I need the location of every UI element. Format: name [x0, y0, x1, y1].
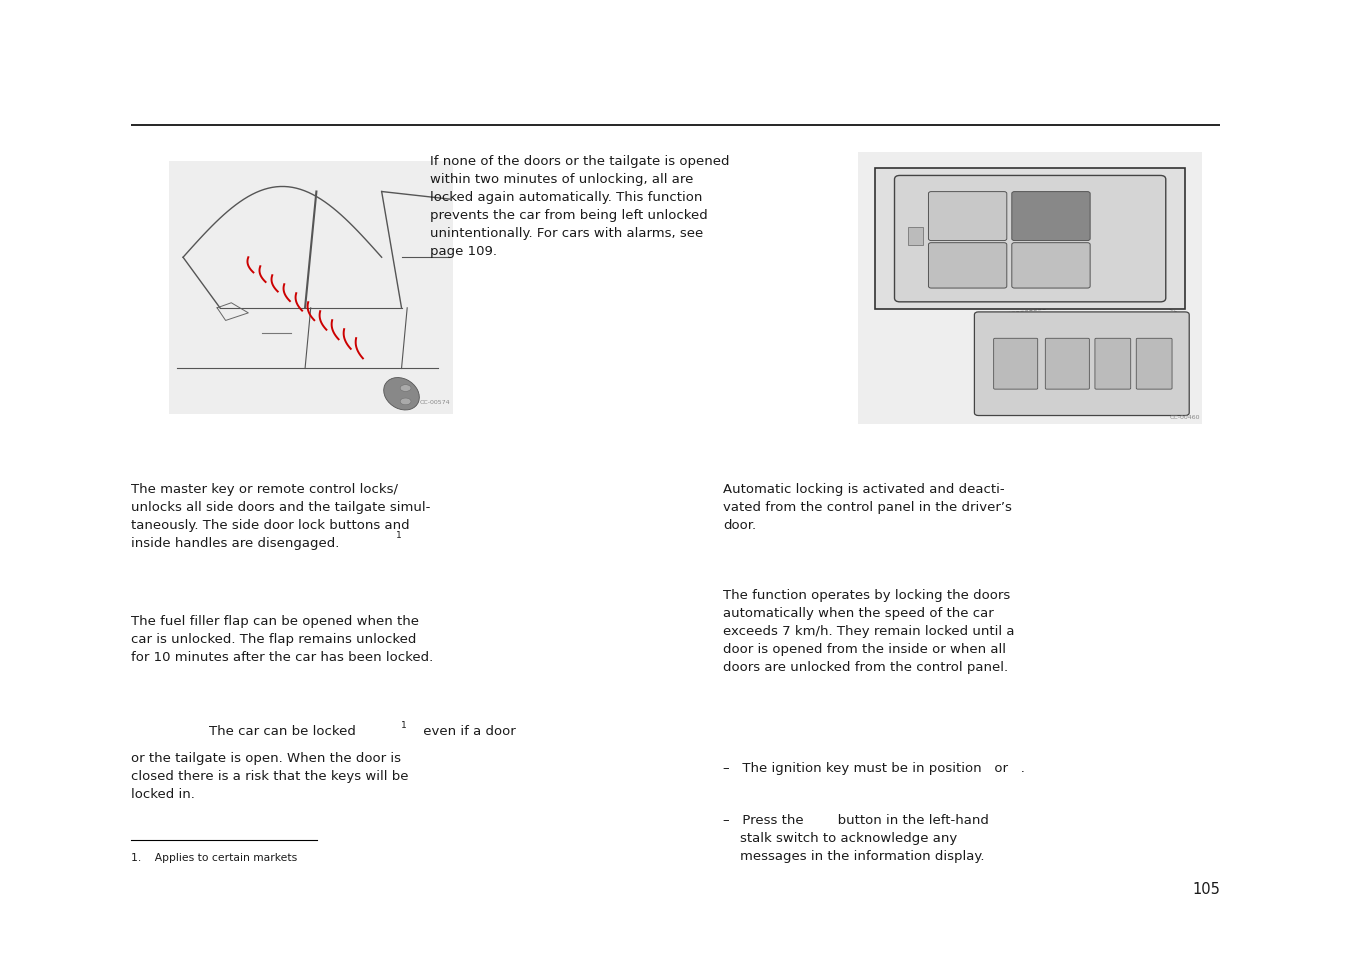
Bar [169, 162, 453, 415]
Text: even if a door: even if a door [419, 724, 516, 738]
Text: If none of the doors or the tailgate is opened
within two minutes of unlocking, : If none of the doors or the tailgate is … [430, 154, 730, 257]
Text: The master key or remote control locks/
unlocks all side doors and the tailgate : The master key or remote control locks/ … [131, 482, 431, 549]
Text: CC-00460: CC-00460 [1169, 415, 1200, 419]
Text: 1: 1 [396, 531, 401, 539]
FancyBboxPatch shape [993, 339, 1038, 390]
Bar [908, 228, 923, 245]
FancyBboxPatch shape [875, 169, 1185, 310]
Ellipse shape [400, 385, 411, 392]
Text: or the tailgate is open. When the door is
closed there is a risk that the keys w: or the tailgate is open. When the door i… [131, 751, 408, 800]
FancyBboxPatch shape [1046, 339, 1089, 390]
Text: –   Press the        button in the left-hand
    stalk switch to acknowledge any: – Press the button in the left-hand stal… [723, 813, 989, 862]
Text: 105: 105 [1192, 882, 1220, 897]
Ellipse shape [400, 398, 411, 405]
Text: The fuel filler flap can be opened when the
car is unlocked. The flap remains un: The fuel filler flap can be opened when … [131, 615, 434, 663]
Text: The car can be locked: The car can be locked [209, 724, 357, 738]
Text: –   The ignition key must be in position   or   .: – The ignition key must be in position o… [723, 761, 1024, 775]
Bar [858, 152, 1202, 424]
FancyBboxPatch shape [1012, 193, 1090, 241]
Text: Automatic locking is activated and deacti-
vated from the control panel in the d: Automatic locking is activated and deact… [723, 482, 1012, 531]
FancyBboxPatch shape [974, 313, 1189, 416]
Text: 1.    Applies to certain markets: 1. Applies to certain markets [131, 852, 297, 862]
Text: The function operates by locking the doors
automatically when the speed of the c: The function operates by locking the doo… [723, 588, 1015, 673]
FancyBboxPatch shape [894, 176, 1166, 302]
FancyBboxPatch shape [1094, 339, 1131, 390]
Text: 1: 1 [401, 720, 407, 730]
FancyBboxPatch shape [928, 193, 1006, 241]
FancyBboxPatch shape [1136, 339, 1173, 390]
FancyBboxPatch shape [1012, 243, 1090, 289]
Text: CC-00574: CC-00574 [419, 400, 450, 405]
Ellipse shape [384, 378, 419, 411]
FancyBboxPatch shape [928, 243, 1006, 289]
